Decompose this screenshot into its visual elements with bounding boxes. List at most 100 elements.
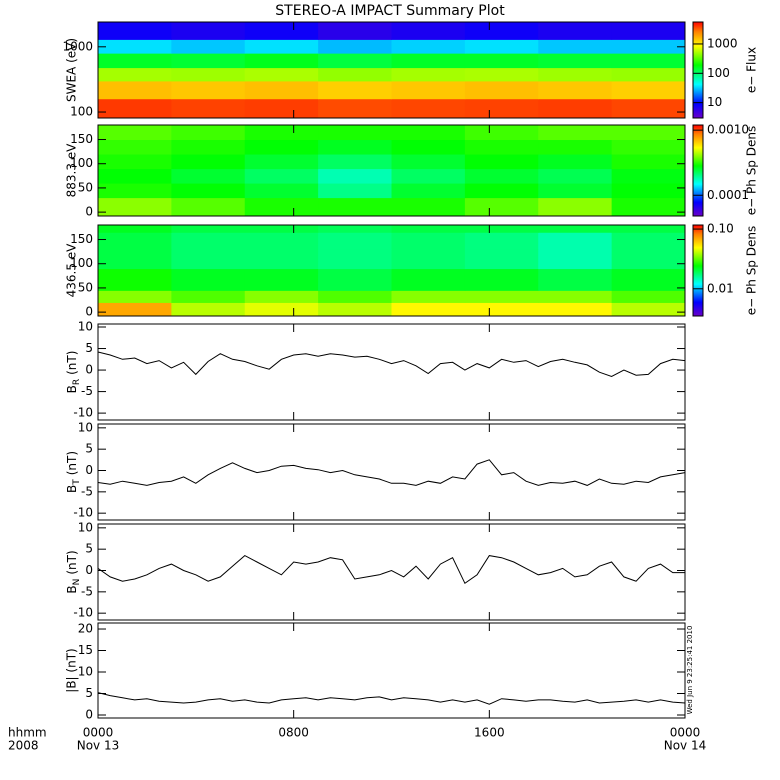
heatmap-cell (538, 67, 613, 82)
heatmap-cell (391, 197, 466, 217)
y-tick-label: 0 (85, 305, 93, 319)
heatmap-cell (98, 125, 172, 141)
heatmap-cell (538, 183, 613, 199)
data-line (97, 554, 685, 585)
heatmap-cell (611, 302, 686, 317)
y-axis-label: BR (nT) (65, 351, 82, 394)
heatmap-cell (464, 139, 539, 155)
heatmap-cell (391, 168, 466, 184)
heatmap-cell (171, 125, 246, 141)
heatmap-cell (318, 183, 392, 199)
heatmap-cell (318, 249, 392, 270)
heatmap-cell (98, 22, 172, 40)
plot-frame (97, 224, 686, 317)
heatmap-cell (391, 302, 466, 317)
heatmap-cell (244, 53, 319, 69)
heatmap-cell (464, 154, 539, 170)
heatmap-cell (98, 67, 172, 82)
heatmap-cell (611, 53, 686, 69)
heatmap-cell (611, 154, 686, 170)
heatmap-cell (391, 232, 466, 250)
heatmap-cell (244, 154, 319, 170)
y-tick-label: 10 (78, 520, 93, 534)
heatmap-cell (611, 268, 686, 291)
colorbar (692, 224, 704, 317)
heatmap-cell (391, 125, 466, 141)
heatmap-cell (318, 302, 392, 317)
y-tick-label: 150 (70, 232, 93, 246)
heatmap-cell (318, 197, 392, 217)
colorbar (692, 21, 704, 119)
heatmap-cell (171, 22, 246, 40)
heatmap-cell (98, 39, 172, 54)
heatmap-cell (318, 125, 392, 141)
heatmap-cell (98, 168, 172, 184)
colorbar-tick-label: 0.0010 (707, 123, 749, 137)
heatmap-cell (538, 125, 613, 141)
y-axis-label: BN (nT) (65, 550, 82, 593)
y-axis-label-sub: N (72, 579, 82, 586)
plot-frame (97, 622, 686, 719)
heatmap-cell (464, 290, 539, 303)
date-label: Nov 14 (664, 739, 707, 753)
y-axis-label: |B| (nT) (65, 648, 79, 692)
panel: 10 5 0 -5 -10 BN (nT) (65, 520, 686, 621)
heatmap-cell (391, 80, 466, 100)
y-tick-label: 50 (78, 280, 93, 294)
y-tick-label: 100 (70, 105, 93, 119)
heatmap-cell (538, 53, 613, 69)
heatmap-cell (244, 139, 319, 155)
heatmap-cell (171, 225, 246, 233)
y-axis-label: 436.5 eV (65, 243, 79, 298)
timestamp: Wed Jun 9 23:25:41 2010 (686, 626, 694, 715)
heatmap-cell (171, 197, 246, 217)
heatmap-cell (98, 98, 172, 119)
heatmap-cell (391, 249, 466, 270)
heatmap-cell (538, 249, 613, 270)
heatmap-cell (98, 302, 172, 317)
heatmap-cell (538, 80, 613, 100)
title: STEREO-A IMPACT Summary Plot (275, 3, 505, 19)
heatmap-cell (464, 39, 539, 54)
panel: 10 5 0 -5 -10 BT (nT) (65, 420, 686, 521)
heatmap-cell (464, 249, 539, 270)
heatmap-cell (171, 80, 246, 100)
heatmap-cell (244, 168, 319, 184)
heatmap-cell (244, 67, 319, 82)
y-tick-label: 5 (85, 341, 93, 355)
heatmap-cell (464, 268, 539, 291)
heatmap-cell (464, 302, 539, 317)
heatmap-cell (464, 53, 539, 69)
heatmap-cell (538, 168, 613, 184)
heatmap-cell (171, 183, 246, 199)
heatmap-cell (538, 268, 613, 291)
heatmap-cell (391, 154, 466, 170)
heatmap-cell (98, 249, 172, 270)
heatmap-cell (318, 225, 392, 233)
y-tick-label: 20 (78, 622, 93, 636)
y-tick-label: 0 (85, 463, 93, 477)
x-tick-label: 0800 (278, 726, 309, 740)
heatmap-cell (318, 67, 392, 82)
heatmap-cell (98, 197, 172, 217)
heatmap-cell (171, 302, 246, 317)
heatmap-cell (171, 168, 246, 184)
year-label: 2008 (8, 739, 39, 753)
data-line (97, 692, 686, 705)
heatmap-cell (318, 168, 392, 184)
heatmap-cell (391, 139, 466, 155)
plot-frame (97, 323, 686, 421)
data-line (97, 351, 686, 378)
colorbar-tick-label: 0.01 (707, 281, 734, 295)
heatmap-cell (538, 98, 613, 119)
heatmap-cell (611, 22, 686, 40)
date-label: Nov 13 (77, 739, 120, 753)
heatmap-cell (611, 139, 686, 155)
y-axis-label-unit: (nT) (65, 451, 79, 475)
y-tick-label: -5 (81, 484, 93, 498)
heatmap-cell (611, 80, 686, 100)
y-axis-label-base: B (65, 585, 79, 593)
